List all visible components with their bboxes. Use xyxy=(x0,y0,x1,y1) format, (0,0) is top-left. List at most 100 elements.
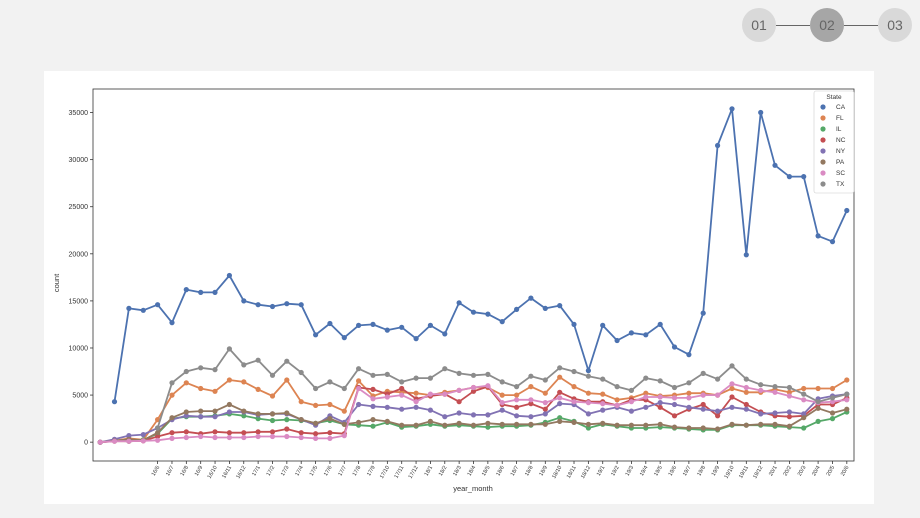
data-point-sc xyxy=(97,439,103,445)
x-tick-label: 17/3 xyxy=(280,465,291,477)
data-point-ca xyxy=(643,332,649,338)
step-03[interactable]: 03 xyxy=(878,8,912,42)
legend-marker-pa xyxy=(820,159,826,165)
data-point-fl xyxy=(542,390,548,396)
x-tick-label: 19/7 xyxy=(682,465,693,477)
data-point-sc xyxy=(212,434,218,441)
data-point-tx xyxy=(399,379,405,385)
data-point-ca xyxy=(140,307,146,313)
data-point-pa xyxy=(427,418,433,424)
data-point-ny xyxy=(427,407,433,413)
data-point-ny xyxy=(600,407,606,413)
data-point-il xyxy=(815,418,821,424)
data-point-sc xyxy=(628,399,635,405)
data-point-ny xyxy=(686,404,692,410)
data-point-ca xyxy=(226,272,232,279)
data-point-ny xyxy=(356,401,362,408)
step-01[interactable]: 01 xyxy=(742,8,776,42)
data-point-sc xyxy=(327,435,333,441)
data-point-sc xyxy=(614,402,620,408)
data-point-ny xyxy=(198,414,204,420)
x-tick-label: 18/9 xyxy=(538,465,549,477)
data-point-tx xyxy=(844,391,850,397)
data-point-pa xyxy=(671,424,678,430)
data-point-il xyxy=(284,417,290,423)
data-point-fl xyxy=(801,385,807,392)
data-point-ny xyxy=(671,401,678,408)
y-tick-label: 5000 xyxy=(72,393,88,400)
data-point-fl xyxy=(844,377,850,383)
y-tick-label: 30000 xyxy=(69,157,89,164)
data-point-ca xyxy=(327,320,333,327)
legend-entry-nc: NC xyxy=(836,137,846,144)
step-connector xyxy=(844,25,878,26)
data-point-ca xyxy=(427,322,433,328)
data-point-ca xyxy=(198,289,204,295)
x-tick-label: 18/3 xyxy=(452,465,463,477)
x-tick-label: 17/2 xyxy=(266,465,277,477)
data-point-fl xyxy=(643,390,649,396)
data-point-pa xyxy=(356,419,362,425)
data-point-nc xyxy=(169,430,175,436)
data-point-sc xyxy=(758,387,764,393)
data-point-sc xyxy=(370,396,376,402)
data-point-pa xyxy=(212,408,218,414)
data-point-nc xyxy=(700,401,706,408)
data-point-sc xyxy=(829,399,836,405)
x-tick-label: 17/1 xyxy=(251,465,262,477)
data-point-pa xyxy=(729,421,735,427)
data-point-ny xyxy=(514,413,520,419)
data-point-fl xyxy=(313,402,319,408)
data-point-fl xyxy=(241,379,247,385)
data-point-sc xyxy=(600,401,606,407)
data-point-nc xyxy=(226,430,232,436)
x-tick-label: 18/10 xyxy=(551,465,563,480)
data-point-sc xyxy=(384,394,390,400)
x-tick-label: 20/2 xyxy=(783,465,794,477)
data-point-pa xyxy=(614,422,620,428)
x-tick-label: 18/12 xyxy=(580,465,592,480)
data-point-ny xyxy=(700,406,706,412)
x-tick-label: 19/3 xyxy=(625,465,636,477)
data-point-sc xyxy=(313,435,319,441)
data-point-ca xyxy=(341,335,347,341)
data-point-tx xyxy=(829,395,836,401)
data-point-nc xyxy=(729,394,735,400)
data-point-fl xyxy=(557,374,563,380)
data-point-sc xyxy=(356,385,362,392)
x-tick-label: 19/10 xyxy=(724,465,736,480)
data-point-pa xyxy=(686,425,692,431)
data-point-tx xyxy=(729,363,735,369)
data-point-fl xyxy=(155,417,161,423)
data-point-ca xyxy=(844,207,850,214)
data-point-ca xyxy=(815,233,821,239)
y-axis-label: count xyxy=(52,273,61,292)
data-point-tx xyxy=(628,387,635,393)
data-point-pa xyxy=(715,426,721,432)
data-point-nc xyxy=(657,404,663,410)
data-point-ca xyxy=(829,239,836,245)
data-point-fl xyxy=(686,390,692,396)
data-point-ny xyxy=(126,433,132,439)
data-point-ca xyxy=(600,322,606,328)
data-point-sc xyxy=(499,400,505,406)
step-02[interactable]: 02 xyxy=(810,8,844,42)
data-point-pa xyxy=(628,422,635,428)
data-point-pa xyxy=(743,422,749,428)
series-pa xyxy=(97,401,850,445)
data-point-ca xyxy=(542,305,548,311)
data-point-tx xyxy=(700,370,706,376)
data-point-tx xyxy=(542,377,548,383)
data-point-tx xyxy=(657,378,663,384)
data-point-pa xyxy=(298,417,304,423)
data-point-sc xyxy=(585,400,592,406)
y-tick-label: 25000 xyxy=(69,204,89,211)
data-point-pa xyxy=(801,415,807,421)
data-point-fl xyxy=(829,385,836,392)
data-point-tx xyxy=(327,379,333,385)
series-sc xyxy=(97,381,850,445)
data-point-nc xyxy=(542,406,548,412)
data-point-sc xyxy=(671,395,678,401)
data-point-il xyxy=(255,416,261,422)
data-point-tx xyxy=(341,385,347,392)
